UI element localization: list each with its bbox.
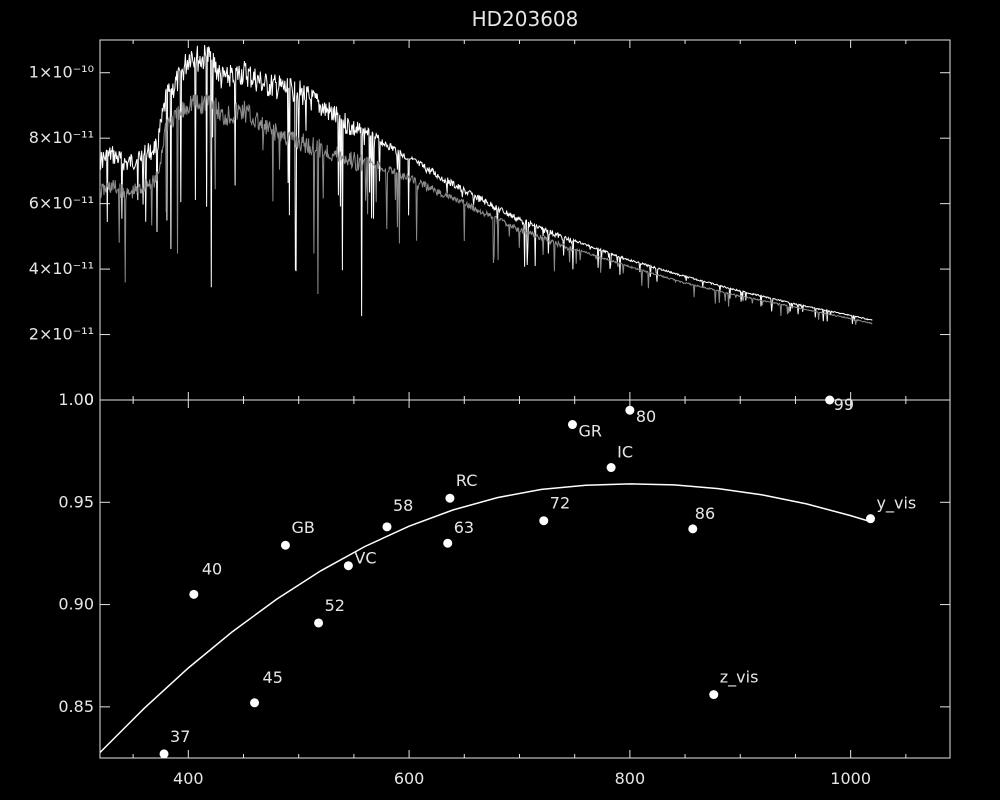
data-point [539,516,549,526]
data-point [866,514,876,524]
y-tick-label: 6×10⁻¹¹ [29,194,94,213]
point-label: 86 [695,504,715,523]
point-label: VC [354,549,376,568]
data-point [382,522,392,532]
x-tick-label: 400 [173,769,204,788]
point-label: 40 [202,559,222,578]
data-point [625,405,635,415]
point-label: 37 [170,727,190,746]
y-tick-label: 1.00 [58,390,94,409]
data-point [825,395,835,405]
point-label: y_vis [877,494,917,514]
point-label: GR [578,422,602,441]
y-tick-label: 0.90 [58,595,94,614]
data-point [445,493,455,503]
data-point [343,561,353,571]
data-point [189,589,199,599]
point-label: GB [291,518,314,537]
data-point [709,690,719,700]
point-label: z_vis [720,668,759,688]
plot-frame [99,399,951,759]
data-point [159,749,169,759]
point-label: RC [456,471,478,490]
y-tick-label: 0 [84,390,94,409]
point-label: 58 [393,496,413,515]
data-point [280,540,290,550]
data-point [567,420,577,430]
spectrum-series-1 [100,93,873,325]
y-tick-label: 2×10⁻¹¹ [29,325,94,344]
chart-title: HD203608 [472,7,579,31]
data-point [250,698,260,708]
x-tick-label: 1000 [830,769,871,788]
data-point [606,463,616,473]
y-tick-label: 0.95 [58,492,94,511]
point-label: 45 [263,668,283,687]
fit-curve [99,483,873,754]
spectrum-panel: 0 2×10⁻¹¹ 4×10⁻¹¹ 6×10⁻¹¹ 8×10⁻¹¹ 1×10⁻¹⁰ [29,39,951,409]
point-label: 80 [636,407,656,426]
point-label: IC [617,443,633,462]
x-tick-label: 600 [394,769,425,788]
y-tick-label: 4×10⁻¹¹ [29,259,94,278]
y-tick-label: 1×10⁻¹⁰ [29,63,94,82]
y-tick-label: 8×10⁻¹¹ [29,128,94,147]
point-label: 52 [325,596,345,615]
x-tick-label: 800 [615,769,646,788]
data-point [314,618,324,628]
point-label: 72 [550,494,570,513]
point-label: 99 [834,395,854,414]
y-tick-label: 0.85 [58,697,94,716]
data-point [688,524,698,534]
data-point [443,538,453,548]
point-label: 63 [454,518,474,537]
spectrum-series-0 [100,44,873,324]
